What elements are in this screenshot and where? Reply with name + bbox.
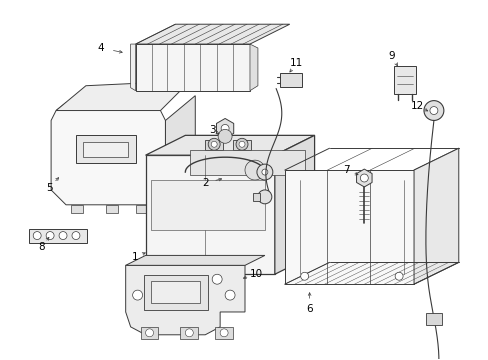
Ellipse shape [33,231,41,239]
Bar [135,205,147,213]
Text: 8: 8 [38,243,44,252]
Circle shape [429,107,437,114]
Circle shape [423,100,443,121]
Text: 6: 6 [305,304,312,314]
Polygon shape [216,118,233,138]
Bar [150,281,200,303]
Bar [150,180,264,230]
Polygon shape [165,96,195,200]
Polygon shape [125,265,244,335]
Bar [215,327,233,339]
Circle shape [221,125,228,132]
Polygon shape [125,255,264,265]
Circle shape [394,272,402,280]
Polygon shape [249,44,257,91]
Polygon shape [413,148,458,284]
Circle shape [239,141,244,147]
Text: 2: 2 [202,178,208,188]
Polygon shape [145,155,274,274]
Polygon shape [356,169,371,187]
Circle shape [236,138,247,150]
Bar [279,73,301,87]
Ellipse shape [59,231,67,239]
Circle shape [360,174,367,182]
Bar [141,327,158,339]
Polygon shape [130,44,135,91]
Text: 9: 9 [388,51,395,61]
Circle shape [218,129,232,143]
Polygon shape [51,103,165,205]
Circle shape [132,290,142,300]
Circle shape [300,272,308,280]
Circle shape [185,329,193,337]
Polygon shape [29,229,87,243]
Text: 11: 11 [289,58,303,68]
Bar [105,205,118,213]
Circle shape [256,164,272,180]
Circle shape [212,274,222,284]
Bar [71,205,83,213]
Bar [83,142,127,157]
Polygon shape [233,140,250,150]
Circle shape [262,169,267,175]
Polygon shape [284,170,413,284]
Text: 1: 1 [131,252,138,262]
Bar [180,327,198,339]
Ellipse shape [72,231,80,239]
Polygon shape [274,135,314,274]
Text: 12: 12 [409,100,423,111]
Circle shape [224,290,235,300]
Circle shape [257,190,271,204]
Bar [393,66,415,94]
Polygon shape [425,313,441,325]
Polygon shape [135,44,249,91]
Bar [143,275,208,310]
Text: 10: 10 [249,269,262,279]
Polygon shape [252,193,260,201]
Bar [190,150,304,175]
Text: 4: 4 [97,43,104,53]
Bar [76,135,135,163]
Text: 3: 3 [208,125,215,135]
Polygon shape [205,140,223,150]
Ellipse shape [178,195,212,215]
Text: 7: 7 [343,165,349,175]
Circle shape [220,329,227,337]
Circle shape [244,160,264,180]
Circle shape [208,138,220,150]
Circle shape [145,329,153,337]
Polygon shape [145,135,314,155]
Text: 5: 5 [46,183,52,193]
Polygon shape [56,81,190,111]
Polygon shape [135,24,289,44]
Ellipse shape [46,231,54,239]
Circle shape [211,141,217,147]
